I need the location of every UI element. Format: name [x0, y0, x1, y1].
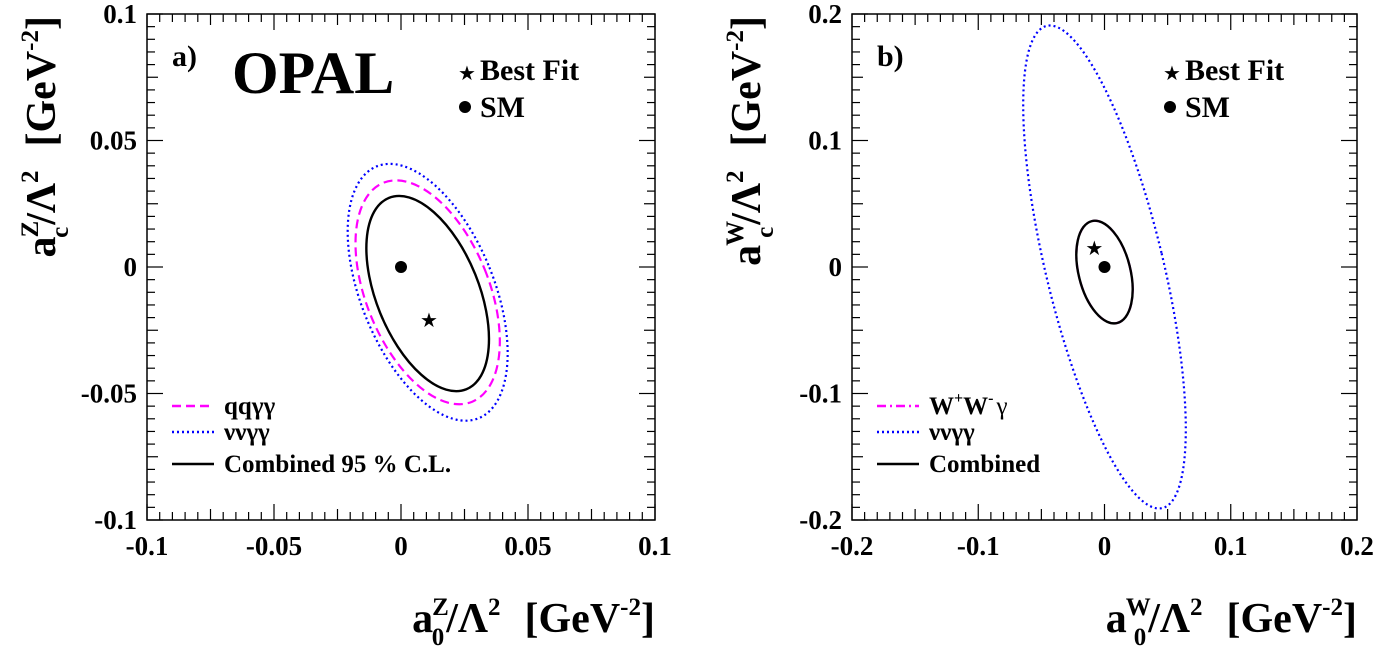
x-tick-label: -0.2 — [831, 531, 874, 561]
dot-icon — [1164, 101, 1176, 113]
axis-label-lambda: /Λ — [19, 183, 65, 226]
sm-legend-label: SM — [480, 91, 525, 124]
x-tick-label: -0.1 — [126, 531, 169, 561]
contour-dotted — [1022, 24, 1187, 510]
legend-text: γ — [995, 393, 1007, 420]
y-axis-label: aW c/Λ2 [GeV-2] — [722, 16, 779, 266]
axis-label-superscript: Z — [432, 594, 449, 621]
best-fit-point: ★ — [1085, 238, 1103, 260]
star-icon: ★ — [1163, 63, 1181, 85]
axis-label-lambda: /Λ — [445, 596, 488, 642]
axis-label-superscript: W — [1126, 594, 1151, 621]
axis-label-lambda-superscript: 2 — [722, 170, 749, 183]
panel-label: b) — [877, 40, 904, 73]
axis-label-subscript: c — [47, 227, 74, 238]
axis-label-unit-close: ] — [1343, 596, 1357, 642]
legend-entry: Combined — [929, 451, 1040, 478]
experiment-label: OPAL — [232, 40, 394, 106]
best-fit-point: ★ — [420, 310, 438, 332]
best-fit-legend-label: Best Fit — [480, 54, 579, 87]
axis-label-base: a — [19, 237, 65, 258]
legend-entry: ννγγ — [223, 419, 270, 446]
y-tick-label: 0 — [829, 252, 843, 282]
axis-label-unit-superscript: -2 — [1322, 594, 1343, 621]
x-tick-label: -0.05 — [246, 531, 302, 561]
axis-label-superscript: Z — [17, 221, 44, 238]
best-fit-legend-label: Best Fit — [1185, 54, 1284, 87]
legend-entry: qqγγ — [224, 393, 276, 420]
y-tick-label: 0.1 — [103, 0, 137, 29]
y-tick-label: -0.1 — [799, 379, 842, 409]
axis-label-base: a — [724, 245, 770, 266]
axis-label-unit: [GeV — [724, 51, 770, 147]
axis-label-base: a — [412, 596, 433, 642]
x-tick-label: 0.1 — [1214, 531, 1248, 561]
axis-label-superscript: W — [722, 221, 749, 246]
y-tick-label: -0.05 — [81, 379, 137, 409]
axis-label-unit: [GeV — [1227, 596, 1323, 642]
axis-label-unit-close: ] — [19, 16, 65, 30]
legend-text: W — [963, 393, 988, 420]
axis-label-unit-superscript: -2 — [620, 594, 641, 621]
y-tick-label: -0.1 — [94, 505, 137, 535]
y-tick-label: 0.05 — [90, 126, 137, 156]
panel-b: -0.2 -0.1 0 0.1 0.2-0.2-0.100.10.2aW 0/Λ2 [GeV… — [722, 0, 1374, 646]
contours — [1022, 24, 1187, 510]
axis-label-subscript: 0 — [1134, 624, 1147, 646]
axis-label-unit: [GeV — [525, 596, 621, 642]
legend-superscript: - — [988, 390, 993, 407]
sm-legend-label: SM — [1185, 91, 1230, 124]
axis-label-lambda-superscript: 2 — [1190, 594, 1203, 621]
x-tick-label: 0.05 — [504, 531, 551, 561]
dot-icon — [459, 101, 471, 113]
contour-dotted — [346, 162, 509, 422]
y-tick-label: 0.1 — [808, 126, 842, 156]
x-tick-label: 0.2 — [1340, 531, 1374, 561]
y-tick-label: 0.2 — [808, 0, 842, 29]
legend-entry: W+W-γ — [929, 390, 1008, 420]
contour-dashed — [354, 179, 501, 406]
axis-label-unit-close: ] — [641, 596, 655, 642]
legend-entry: Combined 95 % C.L. — [224, 451, 451, 478]
sm-point — [1098, 261, 1111, 273]
axis-label-lambda-superscript: 2 — [488, 594, 501, 621]
axis-label-base: a — [1106, 596, 1127, 642]
axis-label-subscript: 0 — [432, 624, 445, 646]
contours — [346, 162, 509, 422]
axis-label-lambda-superscript: 2 — [17, 170, 44, 183]
star-icon: ★ — [458, 63, 476, 85]
legend-entry: ννγγ — [928, 419, 975, 446]
axis-label-unit: [GeV — [19, 51, 65, 147]
x-axis-label: aW 0/Λ2 [GeV-2] — [1106, 594, 1357, 646]
contour-solid — [365, 194, 491, 393]
y-axis-label: aZ c/Λ2 [GeV-2] — [17, 16, 74, 258]
axis-label-unit-close: ] — [724, 16, 770, 30]
y-tick-label: 0 — [124, 252, 138, 282]
y-tick-label: -0.2 — [799, 505, 842, 535]
panel-label: a) — [172, 40, 197, 73]
legend-text: W — [929, 393, 954, 420]
x-axis-label: aZ 0/Λ2 [GeV-2] — [412, 594, 655, 646]
axis-label-subscript: c — [752, 227, 779, 238]
axis-label-lambda: /Λ — [724, 183, 770, 226]
x-tick-label: 0 — [1098, 531, 1112, 561]
contour-solid — [1075, 219, 1134, 325]
x-tick-label: 0.1 — [638, 531, 672, 561]
x-tick-label: -0.1 — [957, 531, 1000, 561]
axis-label-unit-superscript: -2 — [17, 30, 44, 51]
axis-label-unit-superscript: -2 — [722, 30, 749, 51]
axis-label-lambda: /Λ — [1147, 596, 1190, 642]
sm-point — [395, 261, 407, 273]
legend-superscript: + — [954, 390, 963, 407]
x-tick-label: 0 — [394, 531, 408, 561]
